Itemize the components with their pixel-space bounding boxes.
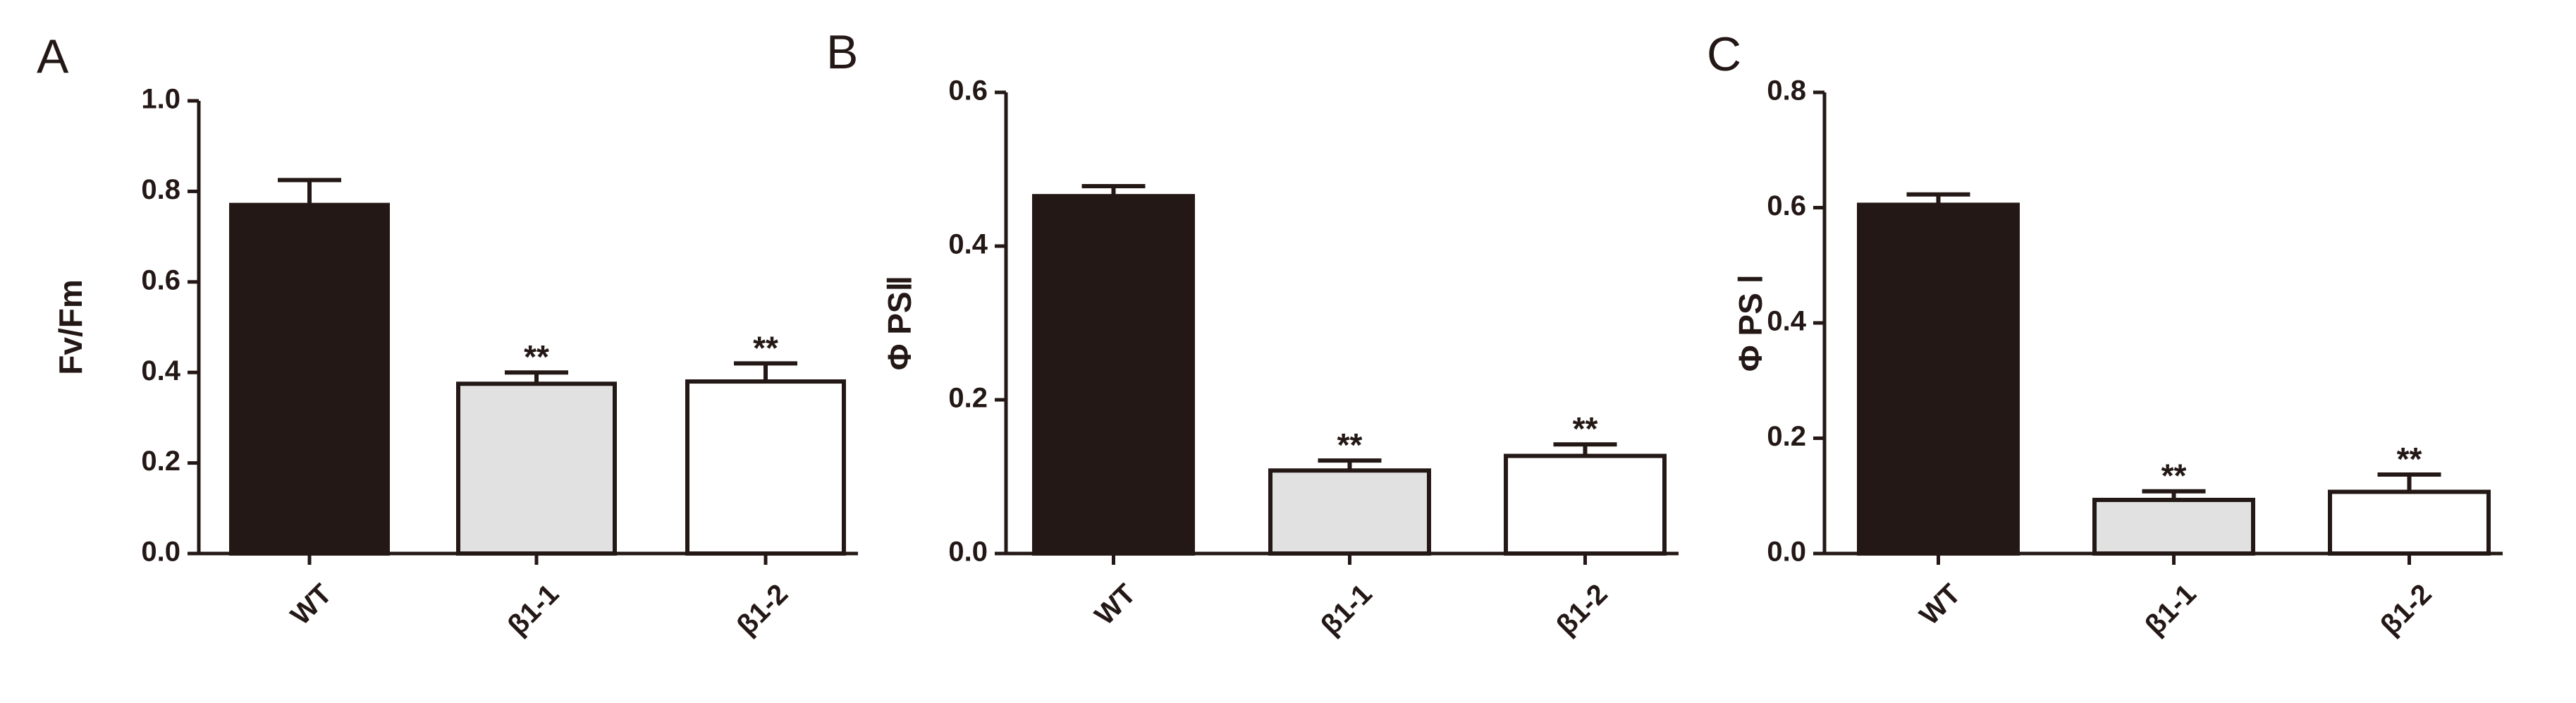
- significance-mark-a-1: **: [524, 338, 549, 375]
- x-tick-label-c-0: WT: [1914, 578, 1967, 631]
- bar-a-0: [229, 202, 390, 556]
- panel-b: B Φ PSⅡ WT ** β1-1 ** β1-2 0.0 0.2 0.4 0.6: [826, 25, 1679, 641]
- panel-letter-b: B: [826, 25, 858, 79]
- bar-a-1: [456, 381, 617, 556]
- error-bar-c-1: [2142, 489, 2206, 500]
- error-bar-b-0: [1081, 183, 1146, 197]
- x-tick-label-a-2: β1-2: [731, 578, 794, 641]
- y-tick-label-c-1: 0.2: [1767, 421, 1806, 452]
- panel-letter-c: C: [1707, 27, 1741, 81]
- y-tick-label-b-0: 0.0: [948, 537, 988, 568]
- y-tick-label-c-0: 0.0: [1767, 537, 1806, 568]
- error-bar-b-2: [1553, 442, 1617, 456]
- y-tick-label-c-3: 0.6: [1767, 190, 1806, 221]
- significance-mark-b-2: **: [1573, 410, 1598, 447]
- x-tick-label-a-1: β1-1: [502, 578, 565, 641]
- x-tick-label-b-2: β1-2: [1550, 578, 1613, 641]
- error-bar-a-1: [505, 370, 568, 384]
- y-tick-label-a-4: 0.8: [141, 174, 180, 205]
- y-tick-label-b-2: 0.4: [948, 229, 988, 260]
- significance-mark-b-1: **: [1337, 427, 1363, 463]
- bar-c-1: [2092, 497, 2255, 556]
- significance-mark-a-2: **: [753, 329, 778, 366]
- bar-b-1: [1268, 468, 1431, 556]
- x-tick-label-c-1: β1-1: [2139, 578, 2202, 641]
- significance-mark-c-2: **: [2397, 441, 2422, 477]
- y-tick-label-a-2: 0.4: [141, 355, 180, 386]
- bar-c-0: [1857, 202, 2020, 556]
- error-bar-b-1: [1318, 458, 1382, 471]
- y-tick-label-b-3: 0.6: [948, 75, 988, 106]
- panel-c: C Φ PS Ⅰ WT ** β1-1 ** β1-2 0.0 0.2 0.4 0.6 0.8: [1707, 27, 2503, 641]
- y-tick-label-b-1: 0.2: [948, 383, 988, 414]
- y-tick-label-a-3: 0.6: [141, 264, 180, 295]
- x-tick-label-b-0: WT: [1089, 578, 1142, 631]
- y-tick-label-a-0: 0.0: [141, 537, 180, 568]
- y-axis-label-a: Fv/Fm: [52, 279, 89, 374]
- bar-c-2: [2328, 489, 2491, 556]
- error-bar-c-0: [1906, 192, 1970, 205]
- y-tick-label-c-4: 0.8: [1767, 75, 1806, 106]
- bar-b-0: [1032, 194, 1195, 556]
- y-axis-label-c: Φ PS Ⅰ: [1732, 274, 1769, 372]
- y-tick-label-a-5: 1.0: [141, 84, 180, 115]
- x-tick-label-c-2: β1-2: [2374, 578, 2437, 641]
- error-bar-c-2: [2377, 472, 2441, 492]
- error-bar-a-2: [734, 361, 797, 382]
- y-axis-label-b: Φ PSⅡ: [881, 276, 918, 371]
- bar-a-2: [685, 379, 846, 556]
- y-tick-label-c-2: 0.4: [1767, 306, 1806, 337]
- bar-b-2: [1504, 453, 1667, 556]
- x-tick-label-b-1: β1-1: [1315, 578, 1378, 641]
- significance-mark-c-1: **: [2161, 458, 2187, 494]
- y-tick-label-a-1: 0.2: [141, 446, 180, 477]
- error-bar-a-0: [278, 178, 341, 205]
- panel-letter-a: A: [37, 30, 69, 83]
- panel-a: A Fv/Fm WT ** β1-1 ** β1-2 0.0 0.2 0.4 0.6 0.8 1.0: [37, 30, 858, 641]
- x-tick-label-a-0: WT: [285, 578, 338, 631]
